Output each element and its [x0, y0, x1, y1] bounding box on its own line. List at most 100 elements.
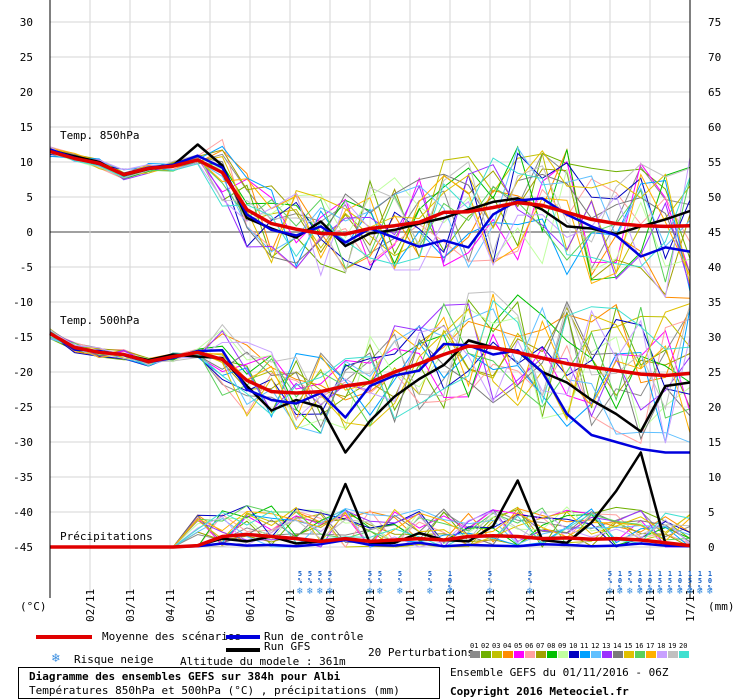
perturbation-swatch	[646, 651, 656, 658]
x-tick-label: 03/11	[124, 589, 137, 622]
snow-risk-label: 5	[668, 577, 672, 585]
y-right-unit: (mm)	[708, 600, 735, 613]
x-tick-label: 12/11	[484, 589, 497, 622]
x-tick-label: 16/11	[644, 589, 657, 622]
snowflake-icon: ❄	[297, 586, 304, 597]
y-left-tick: -5	[20, 261, 33, 274]
x-tick-label: 13/11	[524, 589, 537, 622]
y-right-tick: 75	[708, 16, 721, 29]
snow-risk-label: 0	[678, 577, 682, 585]
snow-risk-label: %	[678, 584, 683, 592]
snow-risk-label: 1	[618, 570, 622, 578]
legend-snow-label: Risque neige	[74, 653, 154, 666]
snow-risk-marker: 5%❄	[427, 570, 434, 597]
y-left-tick: -35	[13, 471, 33, 484]
snow-risk-marker: 10%❄	[707, 570, 714, 597]
footer-title: Diagramme des ensembles GEFS sur 384h po…	[29, 670, 341, 683]
snow-risk-marker: 5%❄	[327, 570, 334, 597]
perturbation-number: 08	[547, 642, 556, 650]
pert-line-t850	[49, 149, 691, 283]
perturbation-number: 12	[591, 642, 600, 650]
x-tick-label: 17/11	[684, 589, 697, 622]
snow-risk-label: 0	[648, 577, 652, 585]
perturbation-swatch	[503, 651, 513, 658]
snow-risk-label: 1	[648, 570, 652, 578]
snow-risk-label: 1	[668, 570, 672, 578]
perturbation-number: 05	[514, 642, 523, 650]
y-left-tick: 5	[26, 191, 33, 204]
snow-risk-markers: 5%❄5%❄5%❄5%❄5%❄5%❄5%❄5%❄10%❄5%❄5%❄5%❄10%…	[297, 570, 714, 597]
snowflake-icon: ❄	[397, 586, 404, 597]
snowflake-icon: ❄	[527, 586, 534, 597]
legend-control-label: Run de contrôle	[264, 630, 364, 643]
y-right-tick: 50	[708, 191, 721, 204]
snow-risk-label: %	[298, 577, 303, 585]
y-right-tick: 15	[708, 436, 721, 449]
perturbation-number: 07	[536, 642, 545, 650]
perturbation-swatch	[558, 651, 568, 658]
snow-risk-label: 5	[298, 570, 302, 578]
perturbation-number: 14	[613, 642, 622, 650]
snowflake-icon: ❄	[307, 586, 314, 597]
copyright: Copyright 2016 Meteociel.fr	[450, 685, 629, 698]
legend-control-swatch	[226, 635, 260, 639]
snowflake-icon: ❄	[377, 586, 384, 597]
y-left-tick: -45	[13, 541, 33, 554]
snow-risk-label: 5	[308, 570, 312, 578]
snow-risk-marker: 15%❄	[697, 570, 704, 597]
perturbation-swatch	[657, 651, 667, 658]
y-left-tick: -20	[13, 366, 33, 379]
y-right-tick: 45	[708, 226, 721, 239]
snowflake-icon: ❄	[657, 586, 664, 597]
snowflake-icon: ❄	[607, 586, 614, 597]
perturbation-swatch	[580, 651, 590, 658]
snow-risk-label: 5	[608, 570, 612, 578]
snow-risk-label: 5	[528, 570, 532, 578]
snowflake-icon: ❄	[327, 586, 334, 597]
perturbation-number: 18	[657, 642, 666, 650]
y-right-tick: 60	[708, 121, 721, 134]
y-right-tick: 70	[708, 51, 721, 64]
snow-risk-label: %	[698, 584, 703, 592]
snow-risk-marker: 5%❄	[317, 570, 324, 597]
snow-risk-label: 0	[638, 577, 642, 585]
snow-risk-label: 5	[488, 570, 492, 578]
x-tick-label: 09/11	[364, 589, 377, 622]
snow-risk-label: %	[448, 584, 453, 592]
y-right-tick: 0	[708, 541, 715, 554]
y-left-tick: 15	[20, 121, 33, 134]
snow-risk-marker: 5%❄	[607, 570, 614, 597]
grid	[49, 0, 691, 597]
precip-panel-label: Précipitations	[60, 530, 153, 543]
snowflake-icon: ❄	[617, 586, 624, 597]
perturbation-number: 19	[668, 642, 677, 650]
perturbation-number: 04	[503, 642, 512, 650]
snow-risk-marker: 10%❄	[647, 570, 654, 597]
snow-risk-label: 5	[658, 577, 662, 585]
snow-risk-label: %	[378, 577, 383, 585]
snowflake-icon: ❄	[697, 586, 704, 597]
perturbation-number: 15	[624, 642, 633, 650]
snow-risk-label: %	[608, 577, 613, 585]
snow-risk-label: 1	[678, 570, 682, 578]
perturbation-swatch	[481, 651, 491, 658]
y-right-tick: 25	[708, 366, 721, 379]
snowflake-icon: ❄	[52, 651, 60, 666]
perturbation-swatch	[492, 651, 502, 658]
pert-line-t500	[49, 309, 691, 444]
snow-risk-label: 5	[628, 570, 632, 578]
snow-risk-label: 1	[448, 570, 452, 578]
y-right-tick: 10	[708, 471, 721, 484]
perturbation-swatch	[547, 651, 557, 658]
y-left-tick: 20	[20, 86, 33, 99]
perturbation-swatch	[679, 651, 689, 658]
snow-risk-label: 5	[698, 577, 702, 585]
perturbation-number: 20	[679, 642, 688, 650]
snow-risk-marker: 5%❄	[377, 570, 384, 597]
perturbation-swatch	[536, 651, 546, 658]
perturbation-swatch	[591, 651, 601, 658]
y-left-tick: -30	[13, 436, 33, 449]
footer-title-box: Diagramme des ensembles GEFS sur 384h po…	[18, 667, 440, 699]
perturbation-swatch	[635, 651, 645, 658]
